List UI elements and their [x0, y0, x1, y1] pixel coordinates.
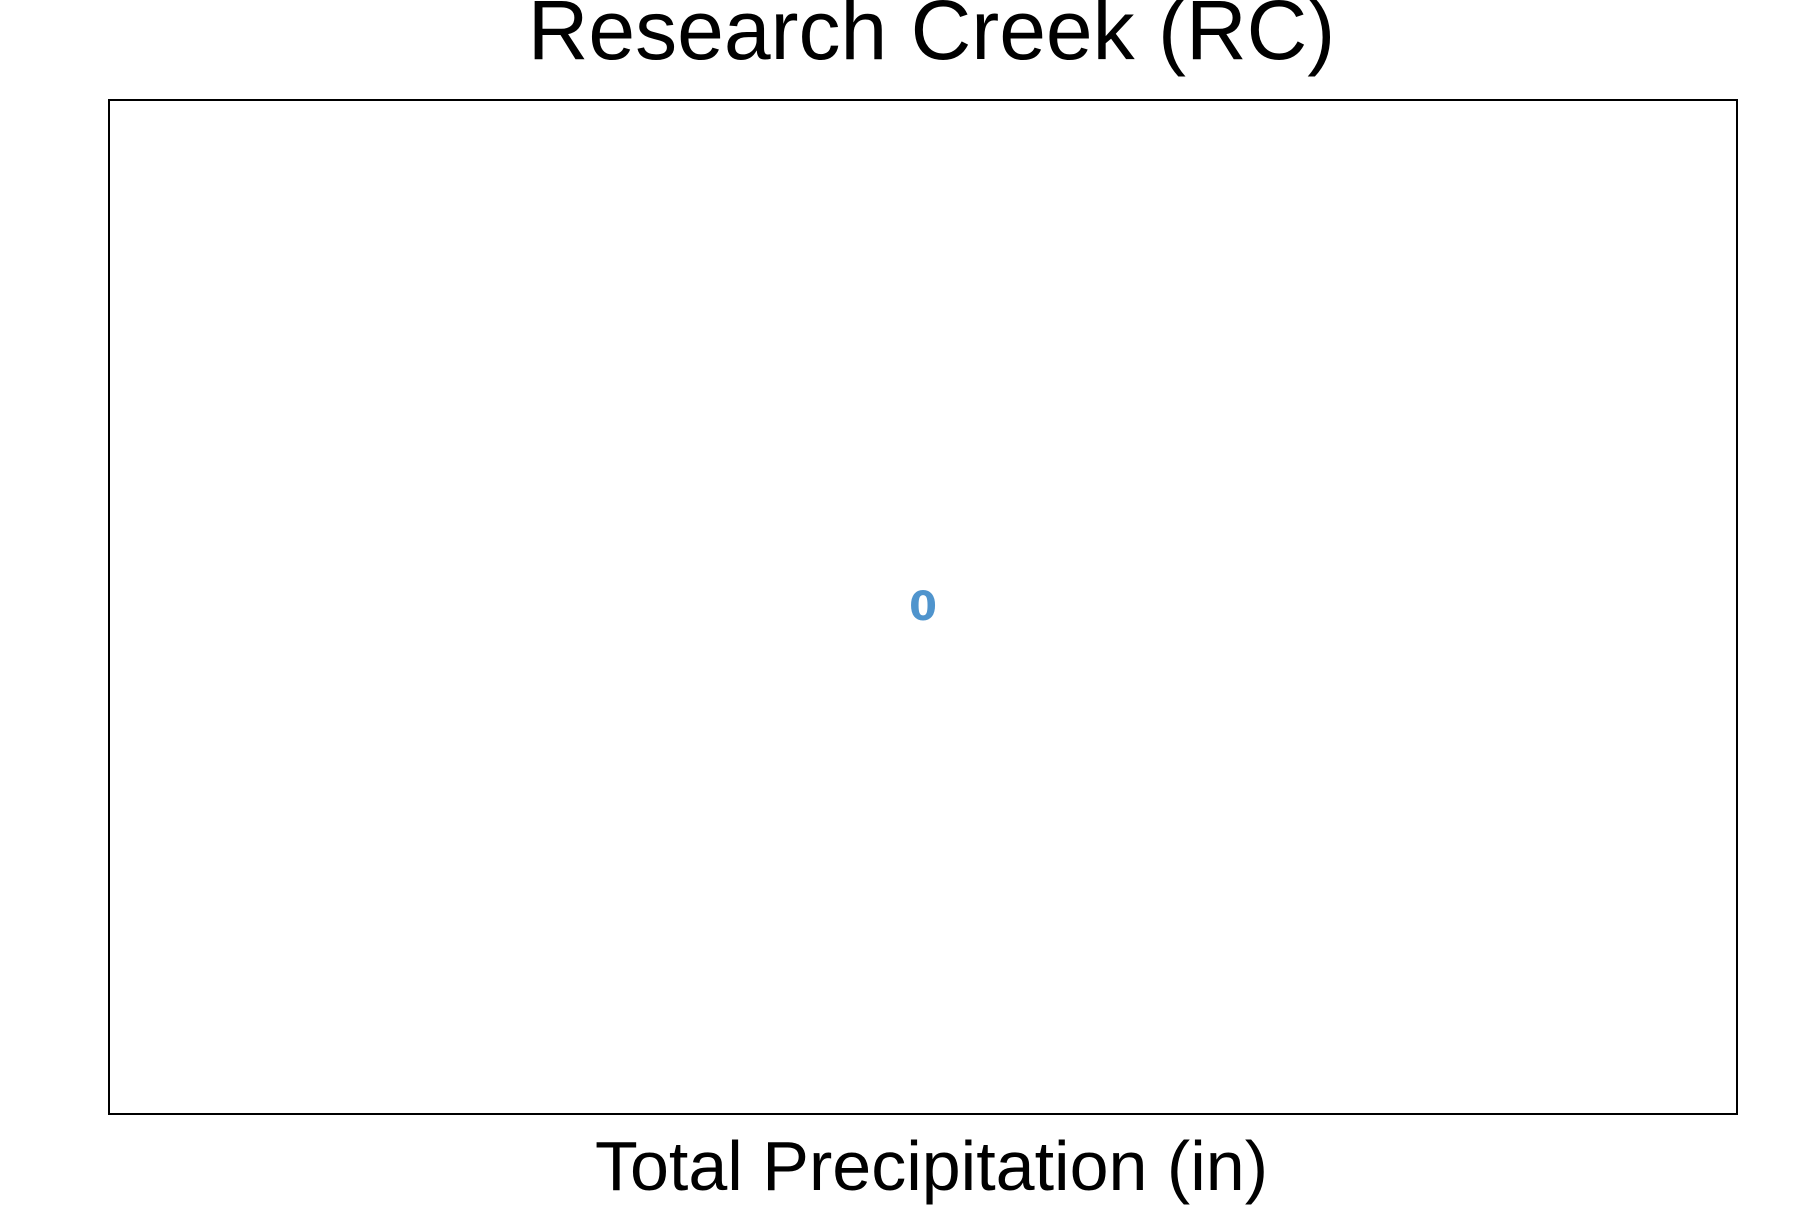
chart-title: Research Creek (RC): [527, 0, 1336, 77]
plot-area: 0: [108, 99, 1738, 1115]
x-axis-label: Total Precipitation (in): [594, 1127, 1269, 1205]
center-value-annotation: 0: [909, 584, 937, 630]
